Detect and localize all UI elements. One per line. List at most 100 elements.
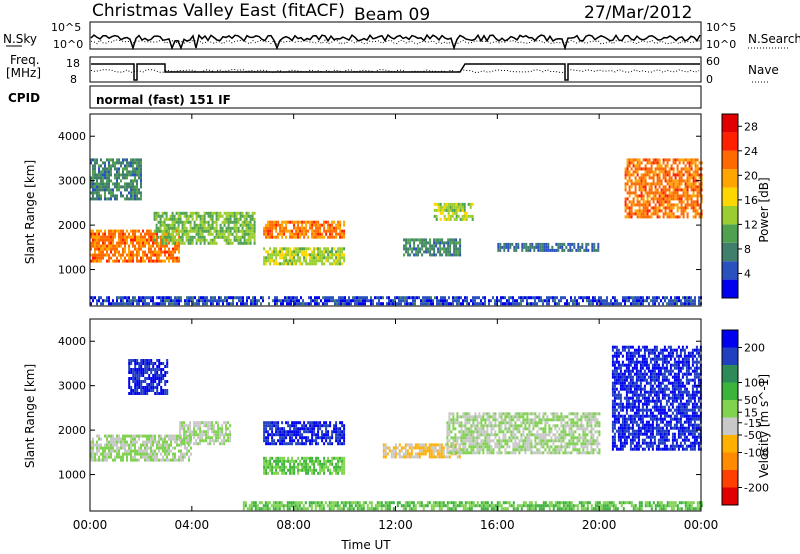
- data-cell: [471, 214, 474, 218]
- data-cell: [652, 182, 655, 186]
- data-cell: [171, 226, 174, 230]
- data-cell: [325, 424, 328, 428]
- data-cell: [674, 161, 677, 165]
- data-cell: [544, 433, 547, 437]
- data-cell: [551, 245, 554, 249]
- data-cell: [112, 244, 114, 248]
- data-cell: [207, 229, 210, 233]
- data-cell: [118, 446, 120, 450]
- data-cell: [436, 443, 439, 447]
- data-cell: [583, 248, 586, 252]
- data-cell: [223, 223, 226, 227]
- data-cell: [658, 206, 661, 210]
- data-cell: [486, 451, 489, 455]
- data-cell: [438, 446, 441, 450]
- data-cell: [331, 253, 334, 257]
- data-cell: [275, 442, 278, 446]
- data-cell: [554, 427, 557, 431]
- data-cell: [223, 442, 226, 446]
- data-cell: [452, 415, 455, 419]
- data-cell: [642, 173, 645, 177]
- data-cell: [662, 158, 665, 162]
- data-cell: [628, 215, 631, 219]
- data-cell: [225, 211, 228, 215]
- data-cell: [114, 176, 116, 180]
- data-cell: [690, 167, 693, 171]
- data-cell: [474, 418, 477, 422]
- data-cell: [165, 226, 168, 230]
- data-cell: [317, 462, 320, 466]
- data-cell: [650, 188, 653, 192]
- data-cell: [176, 241, 178, 245]
- data-cell: [329, 250, 332, 254]
- data-cell: [464, 448, 467, 452]
- data-cell: [157, 235, 160, 239]
- data-cell: [275, 424, 278, 428]
- data-cell: [504, 421, 507, 425]
- data-cell: [144, 389, 147, 392]
- data-cell: [193, 442, 196, 446]
- data-cell: [174, 259, 176, 263]
- data-cell: [229, 217, 232, 221]
- data-cell: [512, 448, 515, 452]
- data-cell: [106, 244, 108, 248]
- data-cell: [682, 173, 685, 177]
- data-cell: [388, 296, 390, 300]
- data-cell: [488, 451, 491, 455]
- data-cell: [172, 302, 174, 306]
- data-region-2: [153, 211, 256, 245]
- data-cell: [529, 242, 532, 246]
- data-cell: [301, 468, 304, 472]
- data-cell: [130, 179, 132, 183]
- data-cell: [136, 259, 138, 263]
- data-cell: [102, 247, 104, 251]
- data-cell: [108, 443, 110, 447]
- data-cell: [318, 296, 320, 300]
- data-cell: [478, 421, 481, 425]
- data-cell: [630, 191, 633, 195]
- data-cell: [279, 262, 282, 266]
- data-cell: [269, 468, 272, 472]
- data-cell: [446, 451, 449, 455]
- data-cell: [281, 459, 284, 463]
- data-cell: [140, 194, 142, 198]
- data-cell: [388, 449, 391, 453]
- data-cell: [571, 242, 574, 246]
- data-cell: [497, 242, 500, 246]
- data-cell: [449, 244, 452, 248]
- data-cell: [636, 203, 639, 207]
- data-cell: [488, 424, 491, 428]
- data-cell: [98, 299, 100, 303]
- data-cell: [118, 185, 120, 189]
- data-cell: [179, 241, 182, 245]
- data-cell: [320, 299, 322, 303]
- data-cell: [155, 214, 158, 218]
- data-cell: [638, 194, 641, 198]
- data-cell: [444, 299, 446, 303]
- data-cell: [700, 212, 703, 216]
- data-cell: [273, 262, 276, 266]
- data-cell: [164, 253, 166, 257]
- data-cell: [178, 302, 180, 306]
- data-cell: [114, 185, 116, 189]
- data-cell: [590, 299, 592, 303]
- data-cell: [277, 456, 280, 460]
- data-cell: [442, 455, 445, 459]
- data-cell: [178, 259, 180, 263]
- data-cell: [569, 245, 572, 249]
- data-cell: [96, 299, 98, 303]
- data-cell: [406, 449, 409, 453]
- data-cell: [548, 418, 551, 422]
- data-cell: [128, 359, 131, 362]
- data-cell: [144, 241, 146, 245]
- data-cell: [308, 302, 310, 306]
- data-cell: [662, 176, 665, 180]
- data-cell: [138, 253, 140, 257]
- data-cell: [476, 421, 479, 425]
- data-cell: [134, 232, 136, 236]
- data-cell: [311, 456, 314, 460]
- data-cell: [468, 439, 471, 443]
- data-cell: [480, 418, 483, 422]
- data-cell: [446, 445, 449, 449]
